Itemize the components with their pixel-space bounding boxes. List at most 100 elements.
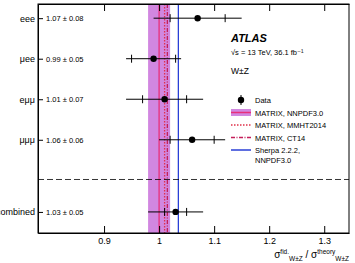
x-tick-mark (159, 4, 160, 11)
stat-error-tick (225, 14, 226, 22)
y-tick: μee (20, 54, 43, 64)
data-point (150, 56, 156, 62)
x-tick-mark (269, 4, 270, 11)
process-label: W±Z (231, 66, 249, 76)
y-tick: μμμ (19, 135, 43, 145)
x-tick-mark (324, 226, 325, 233)
legend-label: Sherpa 2.2.2, (255, 146, 300, 155)
legend-symbol (231, 149, 251, 151)
theory-line (164, 4, 165, 233)
x-tick-top (214, 4, 215, 11)
theory-line (167, 4, 168, 233)
legend-symbol (231, 112, 251, 114)
x-tick-label: 1.2 (263, 236, 276, 246)
experiment-label: ATLAS (230, 32, 268, 44)
data-label: 0.99 ± 0.05 (46, 55, 83, 64)
chart: 0.9 1 1.1 1.2 1.3 eee μee eμμ μμμ combined 1.07 ± … (0, 0, 355, 263)
theory-band (148, 4, 170, 233)
x-tick-label: 1.3 (318, 236, 331, 246)
x-tick: 1 (157, 226, 162, 246)
legend-symbol (231, 137, 251, 139)
stat-error-tick (142, 95, 143, 103)
legend: Data MATRIX, NNPDF3.0 MATRIX, MMHT2014 MATR… (231, 95, 326, 165)
legend-entry: MATRIX, NNPDF3.0 (231, 109, 323, 118)
legend-entry: Data (238, 95, 272, 105)
x-tick-top (269, 4, 270, 11)
x-tick-top (104, 4, 105, 11)
data-label: 1.07 ± 0.08 (46, 14, 83, 23)
x-tick-mark (269, 226, 270, 233)
x-tick-mark (104, 4, 105, 11)
y-tick-label: eμμ (20, 95, 35, 105)
stat-error-tick (175, 55, 176, 63)
separator (38, 179, 349, 180)
y-tick: eee (20, 14, 43, 24)
energy-label: √s = 13 TeV, 36.1 fb⁻¹ (231, 48, 304, 57)
theory-line (178, 4, 179, 233)
y-tick-mark (38, 59, 43, 60)
y-tick-label: μee (20, 54, 35, 64)
x-tick-top (324, 4, 325, 11)
x-axis-title-part: / (303, 249, 311, 260)
stat-error-tick (186, 208, 187, 216)
y-axis-line (38, 5, 39, 234)
y-tick-label: μμμ (19, 135, 35, 145)
y-tick-mark (38, 18, 43, 19)
data-point (161, 96, 167, 102)
legend-label: MATRIX, CT14 (255, 134, 305, 143)
x-axis-title-part: fid. (280, 248, 289, 255)
data-label: 1.03 ± 0.05 (46, 208, 83, 217)
legend-entry: Sherpa 2.2.2,NNPDF3.0 (231, 146, 300, 165)
legend-label: MATRIX, NNPDF3.0 (255, 109, 323, 118)
x-axis-top-line (39, 4, 350, 5)
legend-label: Data (255, 96, 272, 105)
data-label: 1.01 ± 0.07 (46, 95, 83, 104)
x-tick-mark (214, 226, 215, 233)
legend-symbol (231, 124, 251, 126)
x-tick-label: 0.9 (98, 236, 111, 246)
y-tick-mark (38, 212, 43, 213)
x-tick-mark (324, 4, 325, 11)
x-axis-title-part: W±Z (289, 255, 303, 262)
x-tick-label: 1 (157, 236, 162, 246)
x-axis-title-part: theory (317, 248, 336, 256)
y-tick-label: combined (0, 207, 35, 217)
y-tick-mark (38, 99, 43, 100)
theory-line (158, 4, 159, 233)
x-axis: 0.9 1 1.1 1.2 1.3 (39, 226, 350, 246)
plot-frame (38, 4, 349, 233)
x-tick: 1.2 (263, 226, 276, 246)
data-label: 1.06 ± 0.06 (46, 136, 83, 145)
x-axis-line (39, 233, 350, 234)
data-point (172, 209, 178, 215)
y-tick-mark (38, 140, 43, 141)
legend-symbol (238, 97, 244, 103)
x-tick-mark (159, 226, 160, 233)
plot-area (38, 4, 349, 233)
y-tick-label: eee (20, 14, 35, 24)
y-tick: eμμ (20, 95, 43, 105)
stat-error-tick (131, 55, 132, 63)
x-tick-label: 1.1 (208, 236, 221, 246)
legend-label: NNPDF3.0 (255, 156, 291, 165)
legend-entry: MATRIX, CT14 (231, 134, 305, 143)
legend-symbol (231, 109, 251, 116)
x-axis-top (39, 4, 350, 11)
x-tick: 0.9 (98, 226, 111, 246)
x-axis-title: σfid.W±Z / σtheoryW±Z (274, 248, 349, 262)
x-axis-title-part: W±Z (335, 255, 349, 262)
data-point (194, 15, 200, 21)
x-tick: 1.3 (318, 226, 331, 246)
x-tick: 1.1 (208, 226, 221, 246)
stat-error-tick (170, 14, 171, 22)
stat-error-tick (186, 95, 187, 103)
legend-entry: MATRIX, MMHT2014 (231, 121, 326, 130)
stat-error-tick (164, 208, 165, 216)
stat-error-tick (170, 136, 171, 144)
data-point (189, 137, 195, 143)
stat-error-tick (214, 136, 215, 144)
x-tick-top (159, 4, 160, 11)
legend-label: MATRIX, MMHT2014 (255, 121, 326, 130)
y-tick: combined (0, 207, 43, 217)
x-tick-mark (104, 226, 105, 233)
